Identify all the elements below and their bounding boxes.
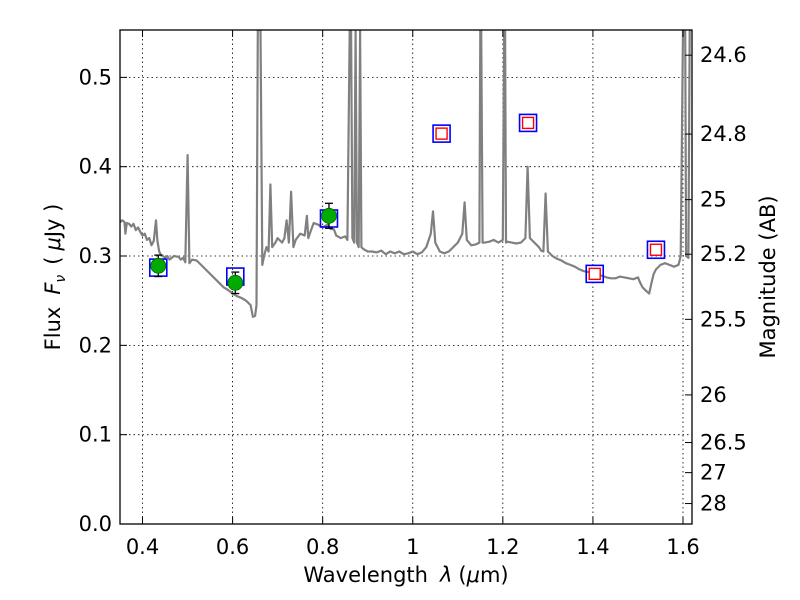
predicted-flux-square xyxy=(521,116,535,130)
y-tick-label: 0.1 xyxy=(79,423,112,447)
synthetic-flux-square xyxy=(518,113,538,133)
plot-frame xyxy=(119,29,693,525)
y-axis-label: FluxFν(μJy ) xyxy=(41,204,69,351)
synthetic-flux-square xyxy=(646,240,666,260)
photometry-markers xyxy=(148,113,666,295)
x-tick-label: 0.6 xyxy=(216,535,249,559)
x-tick-label: 1.4 xyxy=(576,535,609,559)
y2-tick-label: 25.5 xyxy=(700,307,747,331)
y-tick-label: 0.0 xyxy=(79,512,112,536)
observed-flux-point xyxy=(227,274,244,291)
y2-axis-label: Magnitude (AB) xyxy=(756,195,780,358)
y-tick-label: 0.3 xyxy=(79,244,112,268)
synthetic-flux-square xyxy=(432,124,451,143)
x-tick-label: 0.4 xyxy=(126,535,159,559)
x-tick-label: 1 xyxy=(406,535,419,559)
y2-tick-label: 25 xyxy=(700,188,727,212)
observed-flux-point xyxy=(150,257,167,274)
x-axis-label: Wavelength λ (μm) xyxy=(303,563,508,587)
predicted-flux-square xyxy=(588,267,601,281)
y2-tick-label: 24.8 xyxy=(700,122,747,146)
predicted-flux-square xyxy=(649,243,663,256)
y2-tick-label: 27 xyxy=(700,461,727,485)
y2-tick-label: 25.2 xyxy=(700,242,747,266)
y2-tick-label: 28 xyxy=(700,492,727,516)
y2-tick-label: 24.6 xyxy=(700,43,747,67)
y-tick-label: 0.4 xyxy=(79,155,112,179)
model-spectrum-line xyxy=(120,30,692,318)
y2-tick-label: 26 xyxy=(700,383,727,407)
predicted-flux-square xyxy=(435,127,448,140)
axis-ticks: 0.4 0.6 0.8 1 1.2 1.4 1.6 0.0 0.1 0.2 0.3 0.4 0.5 24.… xyxy=(79,30,747,559)
model-spectrum-layer xyxy=(120,30,692,318)
y-tick-label: 0.2 xyxy=(79,333,112,357)
x-tick-label: 1.6 xyxy=(666,535,699,559)
y-tick-label: 0.5 xyxy=(79,65,112,89)
x-tick-label: 0.8 xyxy=(306,535,339,559)
synthetic-flux-square xyxy=(585,264,605,284)
observed-flux-point xyxy=(321,207,337,224)
x-tick-label: 1.2 xyxy=(486,535,519,559)
y2-tick-label: 26.5 xyxy=(700,431,747,455)
